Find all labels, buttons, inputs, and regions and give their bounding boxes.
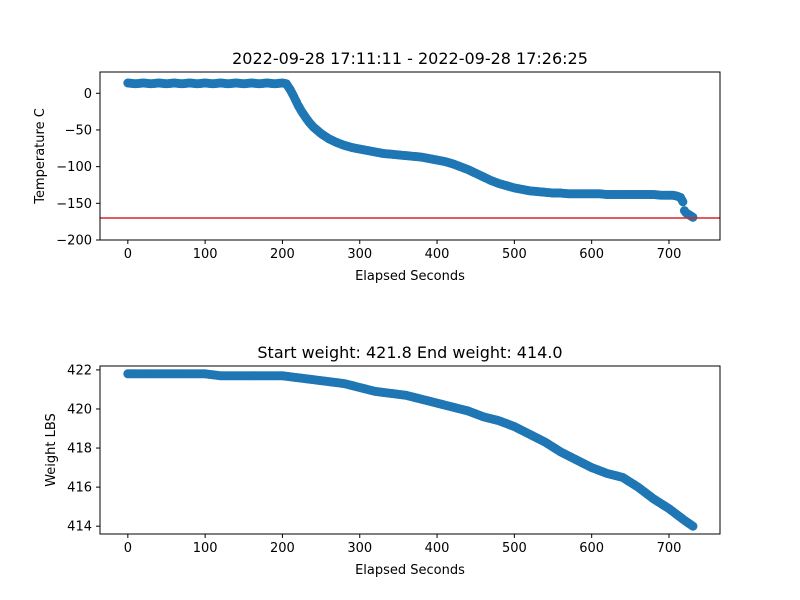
x-tick-label: 500 bbox=[502, 541, 527, 556]
data-points bbox=[123, 369, 698, 531]
chart-title: 2022-09-28 17:11:11 - 2022-09-28 17:26:2… bbox=[232, 49, 588, 68]
plot-area: 0 100 200 300 400 500 600 700 414 416 418 420 422 bbox=[67, 363, 721, 556]
chart-title: Start weight: 421.8 End weight: 414.0 bbox=[257, 343, 562, 362]
x-tick-label: 200 bbox=[270, 541, 295, 556]
weight-chart: Start weight: 421.8 End weight: 414.0 0 1… bbox=[44, 343, 721, 578]
x-tick-label: 600 bbox=[579, 247, 604, 262]
x-tick-label: 100 bbox=[193, 247, 218, 262]
y-tick-label: −50 bbox=[65, 123, 92, 138]
axes-frame bbox=[99, 365, 721, 535]
y-tick-label: 414 bbox=[67, 520, 92, 535]
x-tick-label: 200 bbox=[270, 247, 295, 262]
x-tick-label: 0 bbox=[124, 247, 132, 262]
x-tick-label: 100 bbox=[193, 541, 218, 556]
y-tick-label: 422 bbox=[67, 363, 92, 378]
x-tick-label: 0 bbox=[124, 541, 132, 556]
y-axis-label: Weight LBS bbox=[44, 413, 59, 487]
y-tick-label: −150 bbox=[56, 197, 92, 212]
x-tick-label: 700 bbox=[657, 541, 682, 556]
x-tick-label: 700 bbox=[657, 247, 682, 262]
axes-frame bbox=[99, 71, 721, 241]
y-axis-label: Temperature C bbox=[33, 108, 48, 205]
x-tick-label: 300 bbox=[347, 541, 372, 556]
data-point bbox=[678, 197, 688, 207]
y-tick-label: −100 bbox=[56, 160, 92, 175]
x-tick-label: 300 bbox=[347, 247, 372, 262]
plot-area: 0 100 200 300 400 500 600 700 0 −50 −100 −150 −200 bbox=[56, 71, 721, 262]
x-axis-label: Elapsed Seconds bbox=[355, 269, 465, 284]
y-tick-label: 420 bbox=[67, 402, 92, 417]
x-tick-label: 400 bbox=[425, 541, 450, 556]
x-tick-label: 600 bbox=[579, 541, 604, 556]
x-axis-label: Elapsed Seconds bbox=[355, 563, 465, 578]
y-tick-label: −200 bbox=[56, 234, 92, 249]
x-tick-label: 500 bbox=[502, 247, 527, 262]
data-point bbox=[688, 521, 698, 531]
y-tick-label: 0 bbox=[84, 87, 92, 102]
y-tick-label: 416 bbox=[67, 481, 92, 496]
x-tick-label: 400 bbox=[425, 247, 450, 262]
data-points bbox=[123, 78, 698, 222]
y-tick-label: 418 bbox=[67, 442, 92, 457]
temperature-chart: 2022-09-28 17:11:11 - 2022-09-28 17:26:2… bbox=[33, 49, 721, 284]
